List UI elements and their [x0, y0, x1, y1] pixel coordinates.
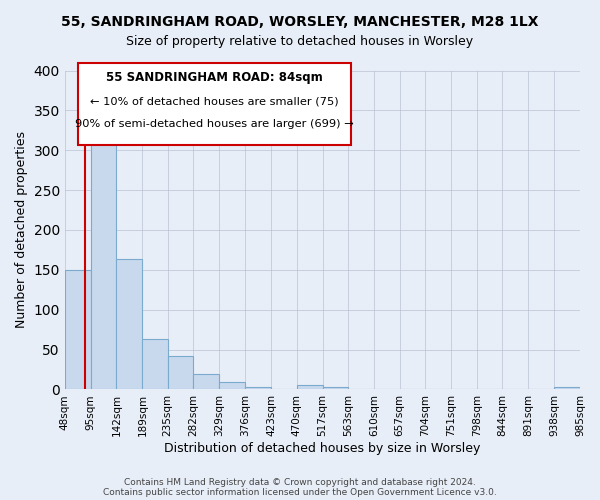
Text: 90% of semi-detached houses are larger (699) →: 90% of semi-detached houses are larger (…: [75, 119, 354, 129]
Text: 55 SANDRINGHAM ROAD: 84sqm: 55 SANDRINGHAM ROAD: 84sqm: [106, 71, 323, 84]
Bar: [116, 260, 142, 390]
Bar: [219, 382, 245, 390]
Text: ← 10% of detached houses are smaller (75): ← 10% of detached houses are smaller (75…: [90, 96, 339, 106]
Text: 55, SANDRINGHAM ROAD, WORSLEY, MANCHESTER, M28 1LX: 55, SANDRINGHAM ROAD, WORSLEY, MANCHESTE…: [61, 15, 539, 29]
Text: Contains public sector information licensed under the Open Government Licence v3: Contains public sector information licen…: [103, 488, 497, 497]
Bar: [91, 128, 116, 390]
Bar: [167, 356, 193, 390]
Bar: [297, 386, 323, 390]
Bar: [554, 387, 580, 390]
Bar: [245, 387, 271, 390]
Bar: [323, 387, 348, 390]
Bar: [193, 374, 219, 390]
X-axis label: Distribution of detached houses by size in Worsley: Distribution of detached houses by size …: [164, 442, 481, 455]
Y-axis label: Number of detached properties: Number of detached properties: [15, 132, 28, 328]
Text: Size of property relative to detached houses in Worsley: Size of property relative to detached ho…: [127, 35, 473, 48]
Text: Contains HM Land Registry data © Crown copyright and database right 2024.: Contains HM Land Registry data © Crown c…: [124, 478, 476, 487]
Bar: [142, 339, 167, 390]
Bar: [65, 270, 91, 390]
